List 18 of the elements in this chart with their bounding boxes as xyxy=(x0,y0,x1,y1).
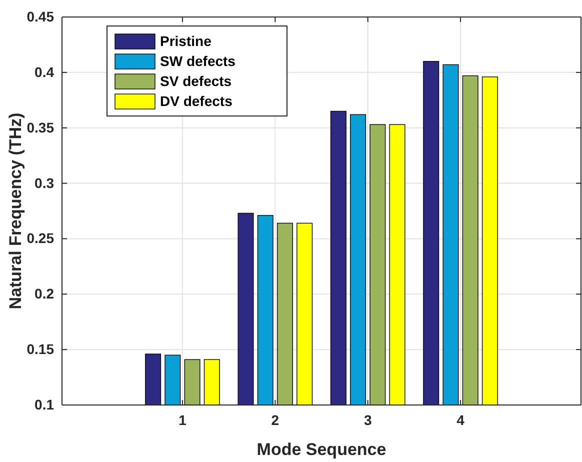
x-tick-label: 3 xyxy=(364,412,372,428)
legend-label: SW defects xyxy=(160,53,236,69)
x-tick-label: 4 xyxy=(456,412,465,428)
legend-label: Pristine xyxy=(160,33,212,49)
x-tick-label: 1 xyxy=(178,412,187,428)
y-tick-label: 0.25 xyxy=(26,230,54,246)
y-tick-label: 0.2 xyxy=(34,286,54,302)
y-tick-label: 0.15 xyxy=(26,341,54,358)
legend-label: SV defects xyxy=(160,73,232,89)
y-tick-label: 0.45 xyxy=(26,8,54,24)
x-tick-label: 2 xyxy=(271,412,280,428)
y-tick-label: 0.4 xyxy=(34,64,54,80)
y-tick-label: 0.35 xyxy=(26,119,54,136)
x-axis-title: Mode Sequence xyxy=(256,440,386,459)
legend-label: DV defects xyxy=(160,93,233,109)
y-tick-label: 0.1 xyxy=(34,396,54,412)
y-axis-title: Natural Frequency (THz) xyxy=(6,112,25,310)
y-tick-label: 0.3 xyxy=(34,174,54,191)
